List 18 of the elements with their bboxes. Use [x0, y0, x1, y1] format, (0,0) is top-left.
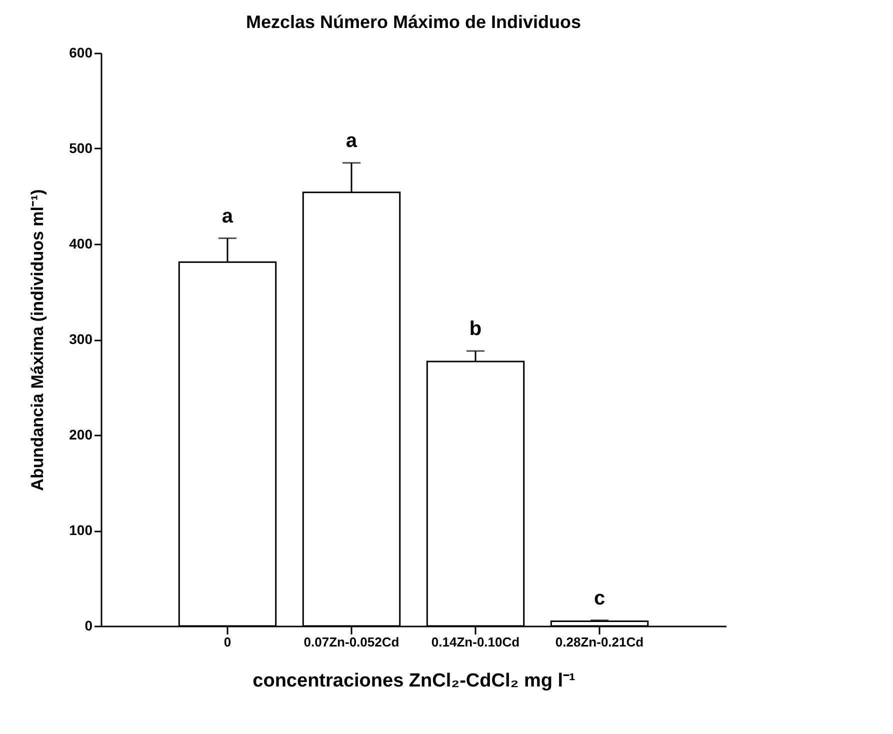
y-tick-label: 0: [84, 618, 93, 634]
annotation: c: [594, 587, 606, 610]
x-axis-title: concentraciones ZnCl₂-CdCl₂ mg l⁻¹: [252, 670, 576, 692]
x-tick-label: 0.14Zn-0.10Cd: [431, 634, 520, 650]
chart-title: Mezclas Número Máximo de Individuos: [246, 12, 582, 32]
y-tick-label: 100: [69, 522, 93, 538]
x-tick-label: 0.07Zn-0.052Cd: [304, 634, 400, 650]
y-tick-label: 500: [69, 140, 93, 156]
annotation: a: [346, 130, 358, 152]
y-axis-title: Abundancia Máxima (individuos ml⁻¹): [28, 189, 48, 491]
x-tick-label: 0: [224, 634, 232, 650]
annotation: a: [222, 205, 234, 228]
x-tick-label: 0.28Zn-0.21Cd: [555, 634, 644, 650]
y-tick-label: 600: [69, 44, 93, 60]
annotation: b: [469, 318, 482, 340]
y-tick-label: 200: [69, 426, 93, 442]
y-tick-label: 400: [69, 236, 93, 252]
y-tick-label: 300: [69, 331, 93, 347]
